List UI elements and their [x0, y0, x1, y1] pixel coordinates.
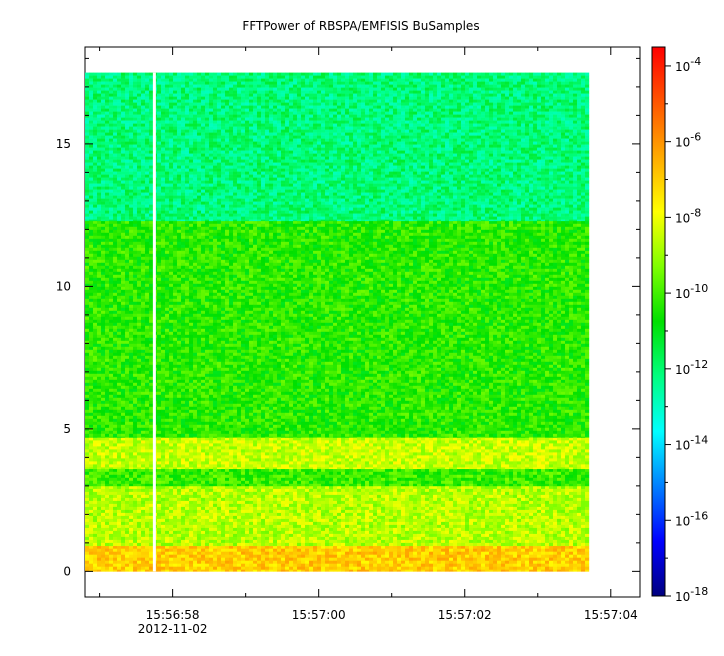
y-tick-label: 15	[56, 137, 71, 151]
y-axis: 0 5 10 15	[56, 57, 640, 578]
x-tick-label: 15:57:04	[584, 608, 638, 622]
x-tick-label: 15:57:02	[438, 608, 492, 622]
colorbar-tick-label: 10-14	[675, 434, 708, 453]
spectrogram-image	[85, 72, 590, 572]
x-tick-date-label: 2012-11-02	[138, 622, 208, 636]
colorbar-tick-label: 10-4	[675, 55, 701, 74]
y-tick-label: 5	[63, 422, 71, 436]
x-tick-label: 15:57:00	[292, 608, 346, 622]
colorbar-tick-label: 10-8	[675, 206, 701, 225]
colorbar-tick-label: 10-10	[675, 282, 708, 301]
x-tick-label: 15:56:58	[146, 608, 200, 622]
y-tick-label: 0	[63, 564, 71, 578]
colorbar-tick-label: 10-12	[675, 358, 708, 377]
y-tick-label: 10	[56, 279, 71, 293]
colorbar-tick-label: 10-18	[675, 585, 708, 604]
data-gap	[152, 72, 156, 572]
colorbar-axis: 10-4 10-6 10-8 10-10 10-12 10-14 10-16 10-18	[665, 55, 708, 604]
chart-title: FFTPower of RBSPA/EMFISIS BuSamples	[242, 19, 479, 33]
colorbar	[651, 46, 666, 597]
colorbar-tick-label: 10-16	[675, 509, 708, 528]
colorbar-tick-label: 10-6	[675, 131, 701, 150]
